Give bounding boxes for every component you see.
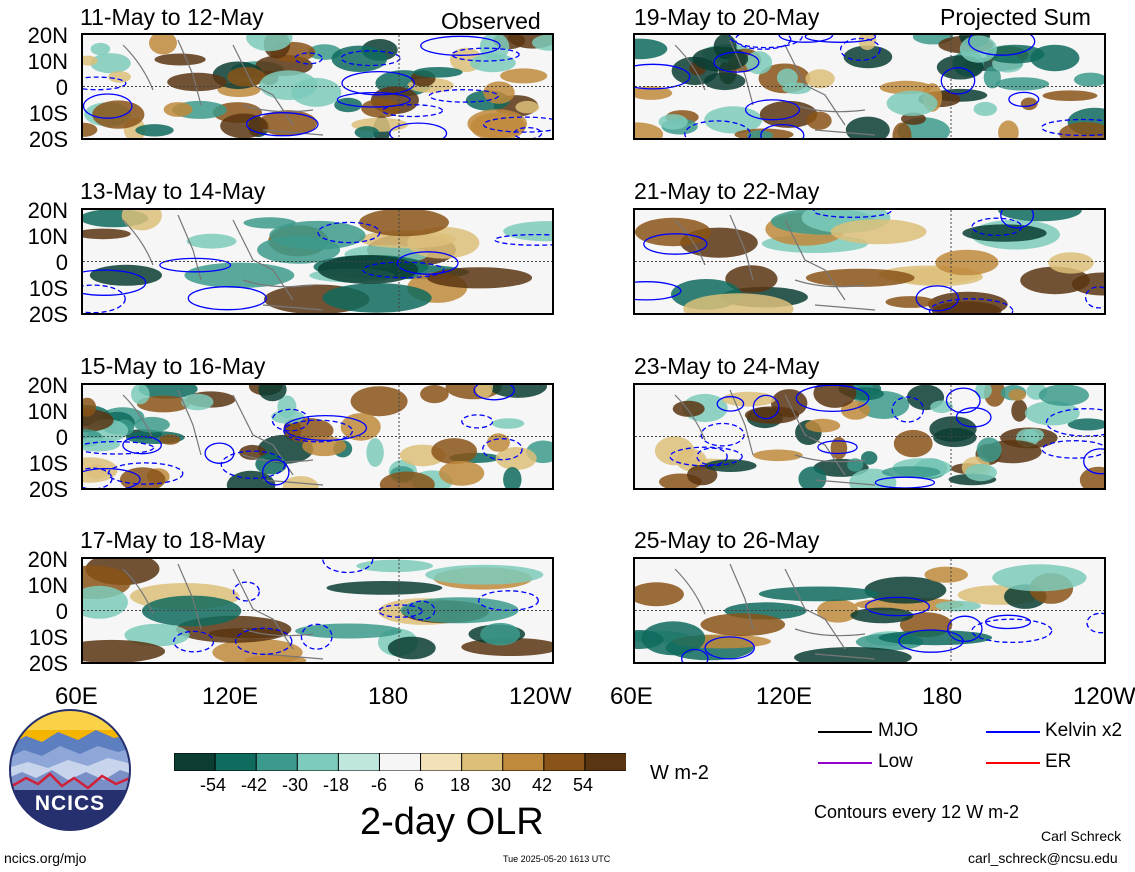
- panel-title-proj-3: 23-May to 24-May: [634, 353, 820, 379]
- legend-label-er: ER: [1045, 751, 1072, 772]
- lat-label: 0: [55, 250, 68, 275]
- lon-label: 60E: [610, 683, 653, 710]
- colorbar-swatch: [337, 752, 381, 772]
- lat-label: 10S: [28, 276, 68, 301]
- colorbar-tick: 54: [573, 775, 594, 795]
- colorbar-tick: -42: [241, 775, 268, 795]
- lon-label: 120W: [1073, 684, 1135, 710]
- colorbar-swatch: [173, 752, 217, 772]
- observed-label: Observed: [441, 8, 541, 34]
- author-email[interactable]: carl_schreck@ncsu.edu: [968, 850, 1118, 866]
- panel-title-obs-3: 15-May to 16-May: [80, 353, 266, 379]
- map-panel-obs-4: [81, 557, 554, 664]
- colorbar-tick: -54: [200, 775, 227, 795]
- map-panel-proj-3: [633, 383, 1106, 490]
- map-panel-obs-3: [81, 383, 554, 490]
- timestamp: Tue 2025-05-20 1613 UTC: [503, 854, 611, 864]
- panel-title-obs-1: 11-May to 12-May: [80, 4, 264, 30]
- colorbar-tick: -6: [371, 775, 388, 795]
- lat-label: 0: [55, 75, 68, 100]
- map-panel-obs-2: [81, 208, 554, 315]
- colorbar-swatch: [296, 752, 340, 772]
- colorbar-swatch: [461, 752, 504, 772]
- legend-line-mjo: [818, 731, 872, 733]
- colorbar-swatch: [214, 752, 258, 772]
- colorbar-tick: 30: [491, 775, 512, 795]
- lon-label: 120E: [756, 683, 813, 710]
- legend: MJO Kelvin x2 Low ER: [814, 718, 1132, 778]
- panel-title-proj-2: 21-May to 22-May: [634, 178, 820, 204]
- colorbar-swatch: [255, 752, 299, 772]
- map-panel-proj-4: [633, 557, 1106, 664]
- lat-label: 0: [55, 425, 68, 450]
- lat-label: 20S: [28, 477, 68, 502]
- lat-label: 10S: [28, 451, 68, 476]
- colorbar-swatch: [420, 752, 463, 772]
- lat-label: 10S: [28, 625, 68, 650]
- contours-note: Contours every 12 W m-2: [814, 802, 1020, 822]
- ncics-logo[interactable]: NCICS: [8, 708, 132, 832]
- lat-label: 20S: [28, 127, 68, 152]
- panel-title-proj-1: 19-May to 20-May: [634, 4, 820, 30]
- colorbar-swatch: [543, 752, 586, 772]
- legend-label-low: Low: [878, 751, 913, 772]
- lat-label: 20S: [28, 651, 68, 676]
- panel-title-obs-2: 13-May to 14-May: [80, 178, 266, 204]
- lon-label: 180: [368, 683, 409, 710]
- lon-label: 120E: [202, 683, 259, 710]
- lat-label: 20S: [28, 302, 68, 327]
- lat-label: 20N: [27, 23, 68, 48]
- colorbar-swatch: [502, 752, 545, 772]
- colorbar-tick: 42: [532, 775, 553, 795]
- lat-label: 10N: [27, 399, 68, 424]
- lat-label: 20N: [27, 547, 68, 572]
- logo-text: NCICS: [34, 792, 106, 815]
- colorbar-tick: 18: [450, 775, 471, 795]
- colorbar-swatch: [378, 752, 422, 772]
- colorbar-tick: -30: [282, 775, 309, 795]
- lat-label: 10N: [27, 573, 68, 598]
- lon-label: 120W: [509, 683, 572, 710]
- lat-label: 20N: [27, 198, 68, 223]
- legend-line-low: [818, 762, 872, 764]
- legend-line-er: [986, 762, 1040, 764]
- colorbar-swatch: [584, 752, 628, 772]
- legend-label-kelvin: Kelvin x2: [1045, 720, 1123, 741]
- map-panel-proj-2: [633, 208, 1106, 315]
- legend-label-mjo: MJO: [878, 720, 919, 741]
- author-name: Carl Schreck: [1041, 828, 1122, 844]
- panel-title-obs-4: 17-May to 18-May: [80, 527, 266, 553]
- colorbar-tick: -18: [323, 775, 350, 795]
- colorbar: [173, 752, 628, 772]
- lat-label: 10N: [27, 224, 68, 249]
- site-link[interactable]: ncics.org/mjo: [4, 850, 87, 866]
- colorbar-title: 2-day OLR: [360, 801, 544, 843]
- lat-label: 10S: [28, 101, 68, 126]
- map-panel-obs-1: [81, 33, 554, 140]
- lat-label: 20N: [27, 373, 68, 398]
- legend-line-kelvin: [986, 731, 1040, 733]
- colorbar-tick: 6: [414, 775, 425, 795]
- lat-label: 0: [55, 599, 68, 624]
- lon-label: 180: [922, 683, 963, 710]
- panel-title-proj-4: 25-May to 26-May: [634, 527, 820, 553]
- map-panel-proj-1: [633, 33, 1106, 140]
- lon-label: 60E: [55, 683, 98, 710]
- projected-label: Projected Sum: [940, 4, 1091, 30]
- colorbar-units: W m-2: [650, 762, 709, 784]
- lat-label: 10N: [27, 49, 68, 74]
